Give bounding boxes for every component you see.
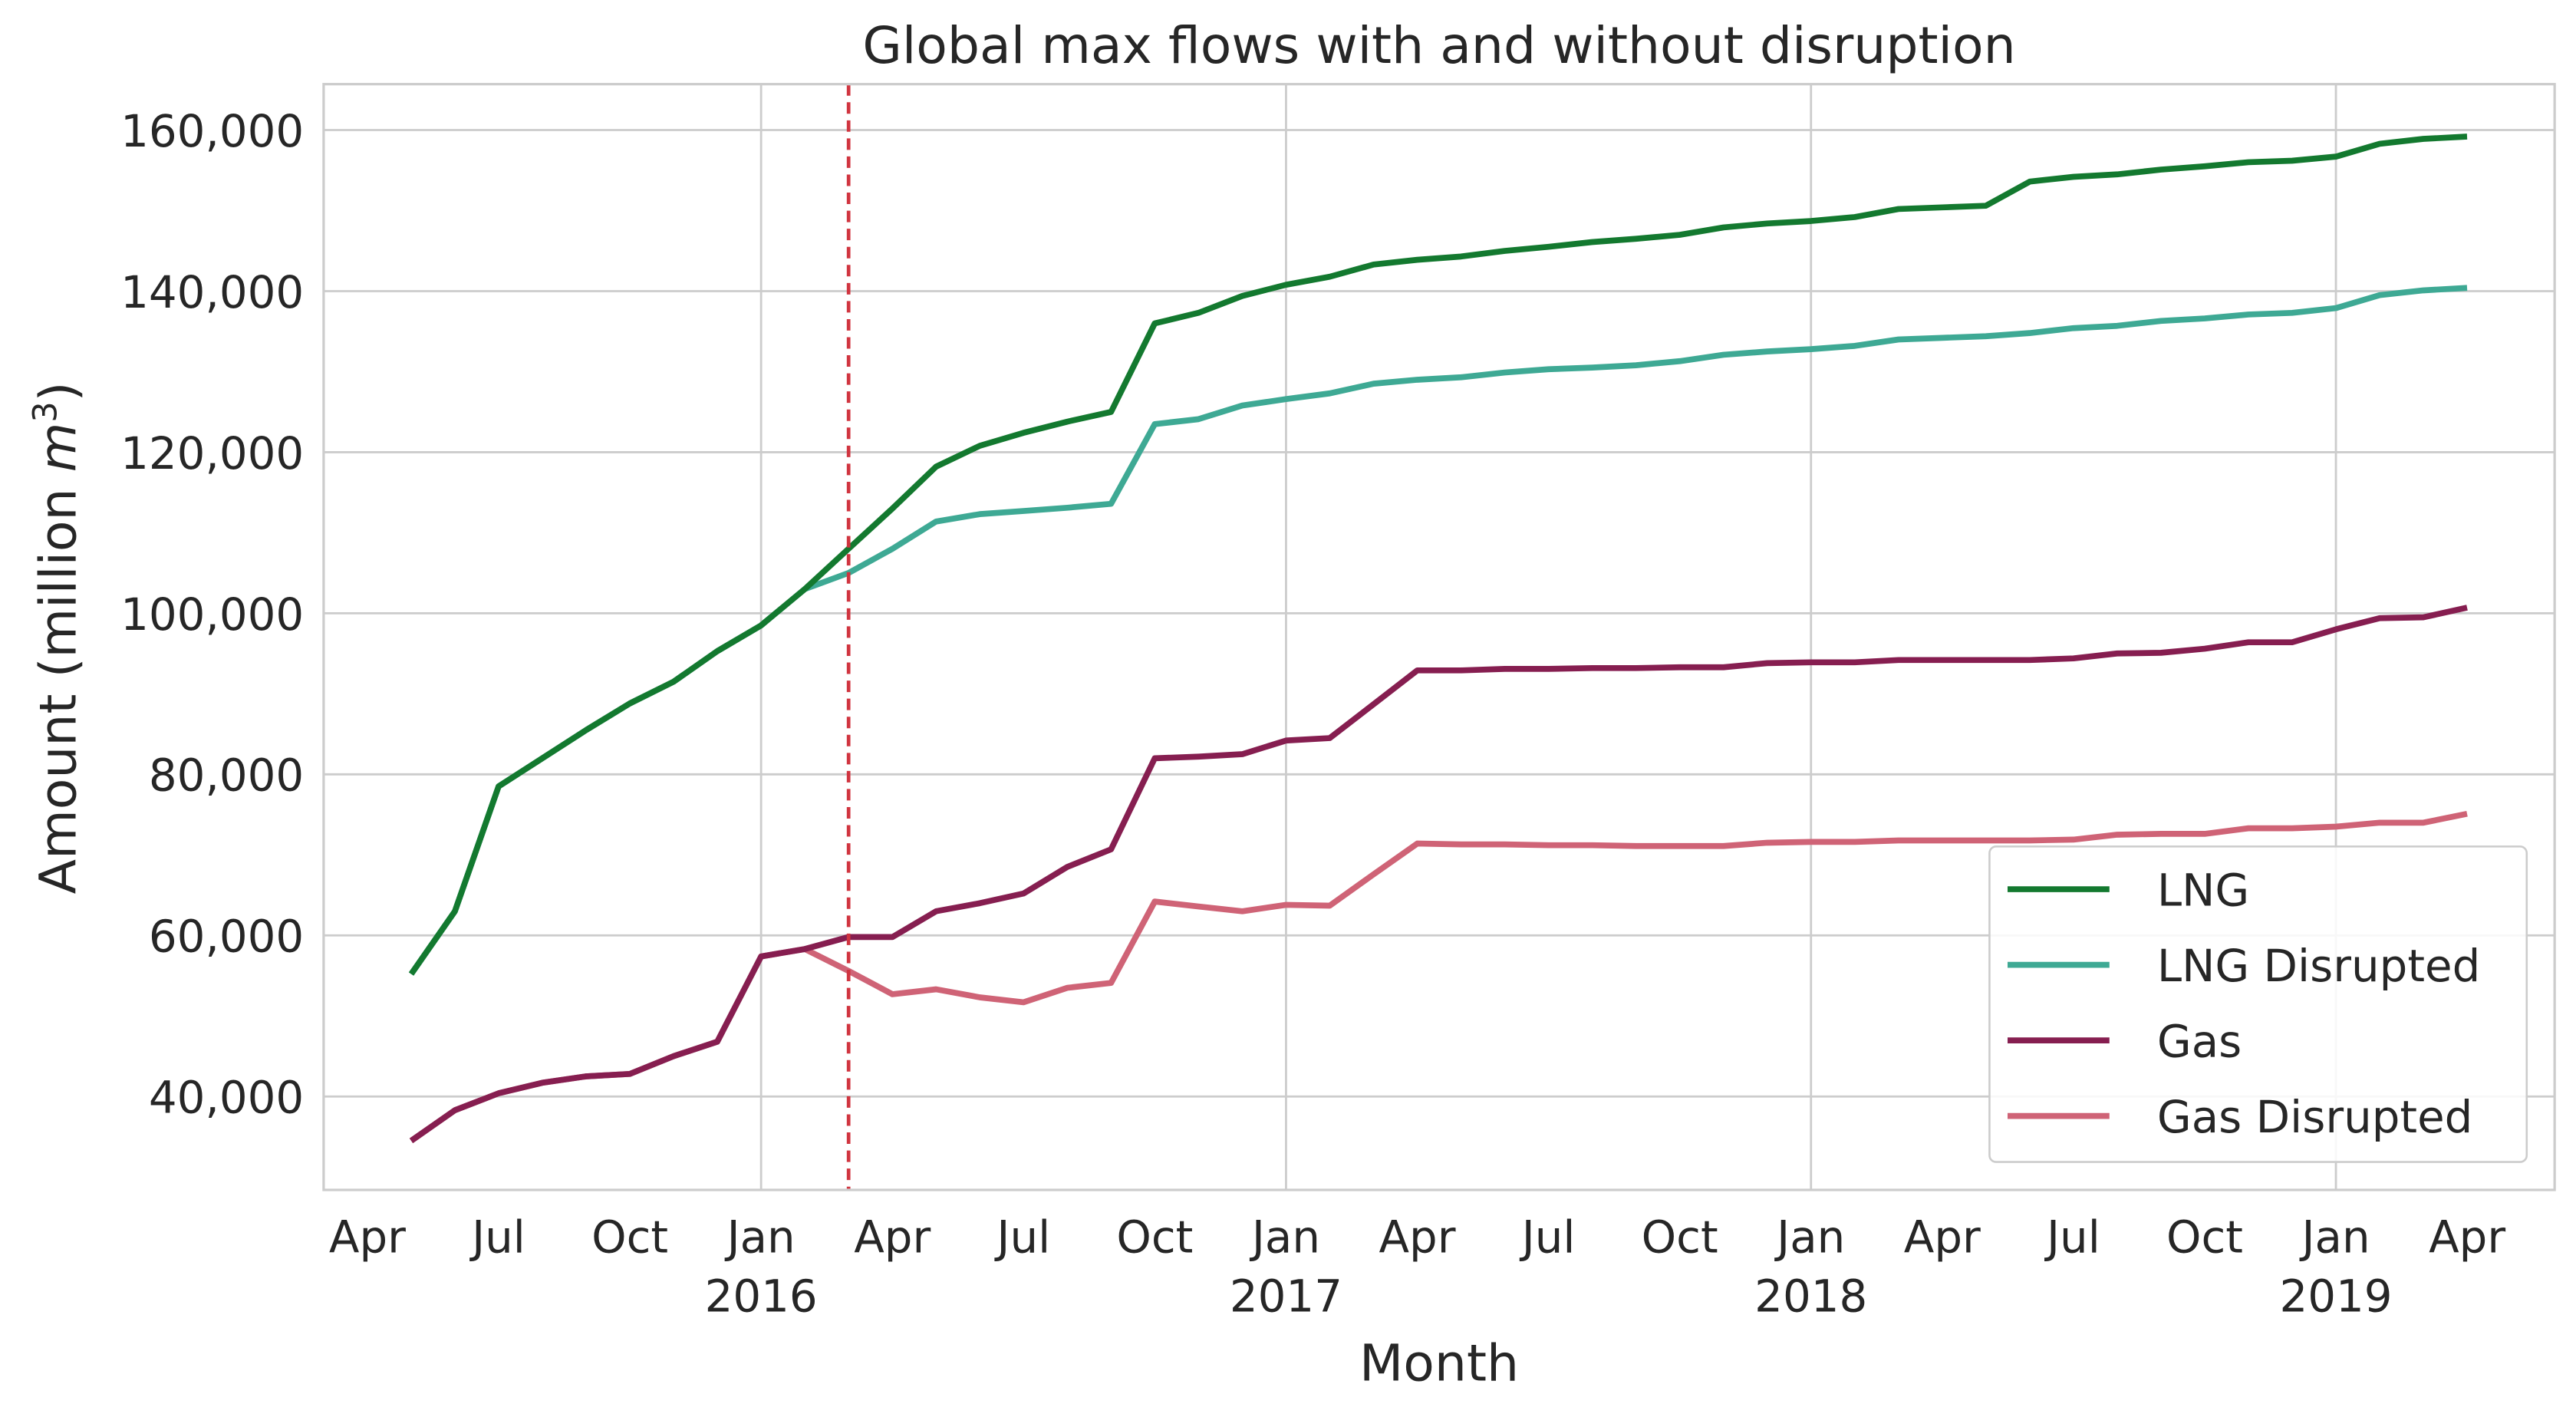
x-tick-label: Jul xyxy=(1520,1211,1576,1263)
y-tick-label: 140,000 xyxy=(120,266,304,318)
x-tick-year-label: 2016 xyxy=(705,1270,818,1322)
x-tick-label: Oct xyxy=(1116,1211,1193,1263)
plot-frame xyxy=(322,83,2556,1191)
x-tick-label: Jan xyxy=(1774,1211,1845,1263)
x-tick-label: Jan xyxy=(1250,1211,1320,1263)
legend-label: Gas Disrupted xyxy=(2157,1091,2472,1143)
x-tick-label: Apr xyxy=(329,1211,406,1263)
x-tick-label: Apr xyxy=(854,1211,931,1263)
y-tick-label: 120,000 xyxy=(120,427,304,479)
y-axis-label: Amount (million m3) xyxy=(27,381,88,894)
x-tick-label: Oct xyxy=(591,1211,668,1263)
x-tick-label: Apr xyxy=(2429,1211,2505,1263)
x-axis-label: Month xyxy=(1359,1333,1519,1392)
x-tick-label: Oct xyxy=(2166,1211,2243,1263)
legend-label: LNG xyxy=(2157,864,2249,916)
legend: LNG LNG Disrupted Gas Gas Disrupted xyxy=(1988,845,2528,1163)
x-tick-year-label: 2018 xyxy=(1754,1270,1867,1322)
x-tick-label: Jan xyxy=(2299,1211,2370,1263)
chart-title: Global max flows with and without disrup… xyxy=(862,15,2015,75)
y-tick-label: 40,000 xyxy=(149,1072,304,1124)
y-tick-label: 60,000 xyxy=(149,911,304,963)
x-axis-ticks: Apr Jul Oct Jan 2016 Apr Jul Oct Jan 2017 Apr Jul Oc… xyxy=(329,1211,2505,1322)
x-tick-year-label: 2019 xyxy=(2279,1270,2392,1322)
y-tick-label: 80,000 xyxy=(149,750,304,802)
y-tick-label: 100,000 xyxy=(120,588,304,641)
y-tick-label: 160,000 xyxy=(120,105,304,157)
legend-label: Gas xyxy=(2157,1016,2242,1068)
x-tick-year-label: 2017 xyxy=(1230,1270,1342,1322)
series-lines xyxy=(408,84,2468,1190)
x-tick-label: Jul xyxy=(994,1211,1050,1263)
series-line-lng xyxy=(408,133,2468,976)
grid xyxy=(323,84,2555,1190)
x-tick-label: Apr xyxy=(1379,1211,1456,1263)
y-axis-ticks: 40,000 60,000 80,000 100,000 120,000 140,000 1… xyxy=(120,105,304,1124)
x-tick-label: Jul xyxy=(2044,1211,2100,1263)
series-line-gas xyxy=(409,605,2468,1144)
legend-label: LNG Disrupted xyxy=(2157,940,2480,992)
x-tick-label: Oct xyxy=(1642,1211,1718,1263)
x-tick-label: Jul xyxy=(469,1211,525,1263)
x-tick-label: Apr xyxy=(1904,1211,1981,1263)
x-tick-label: Jan xyxy=(725,1211,796,1263)
